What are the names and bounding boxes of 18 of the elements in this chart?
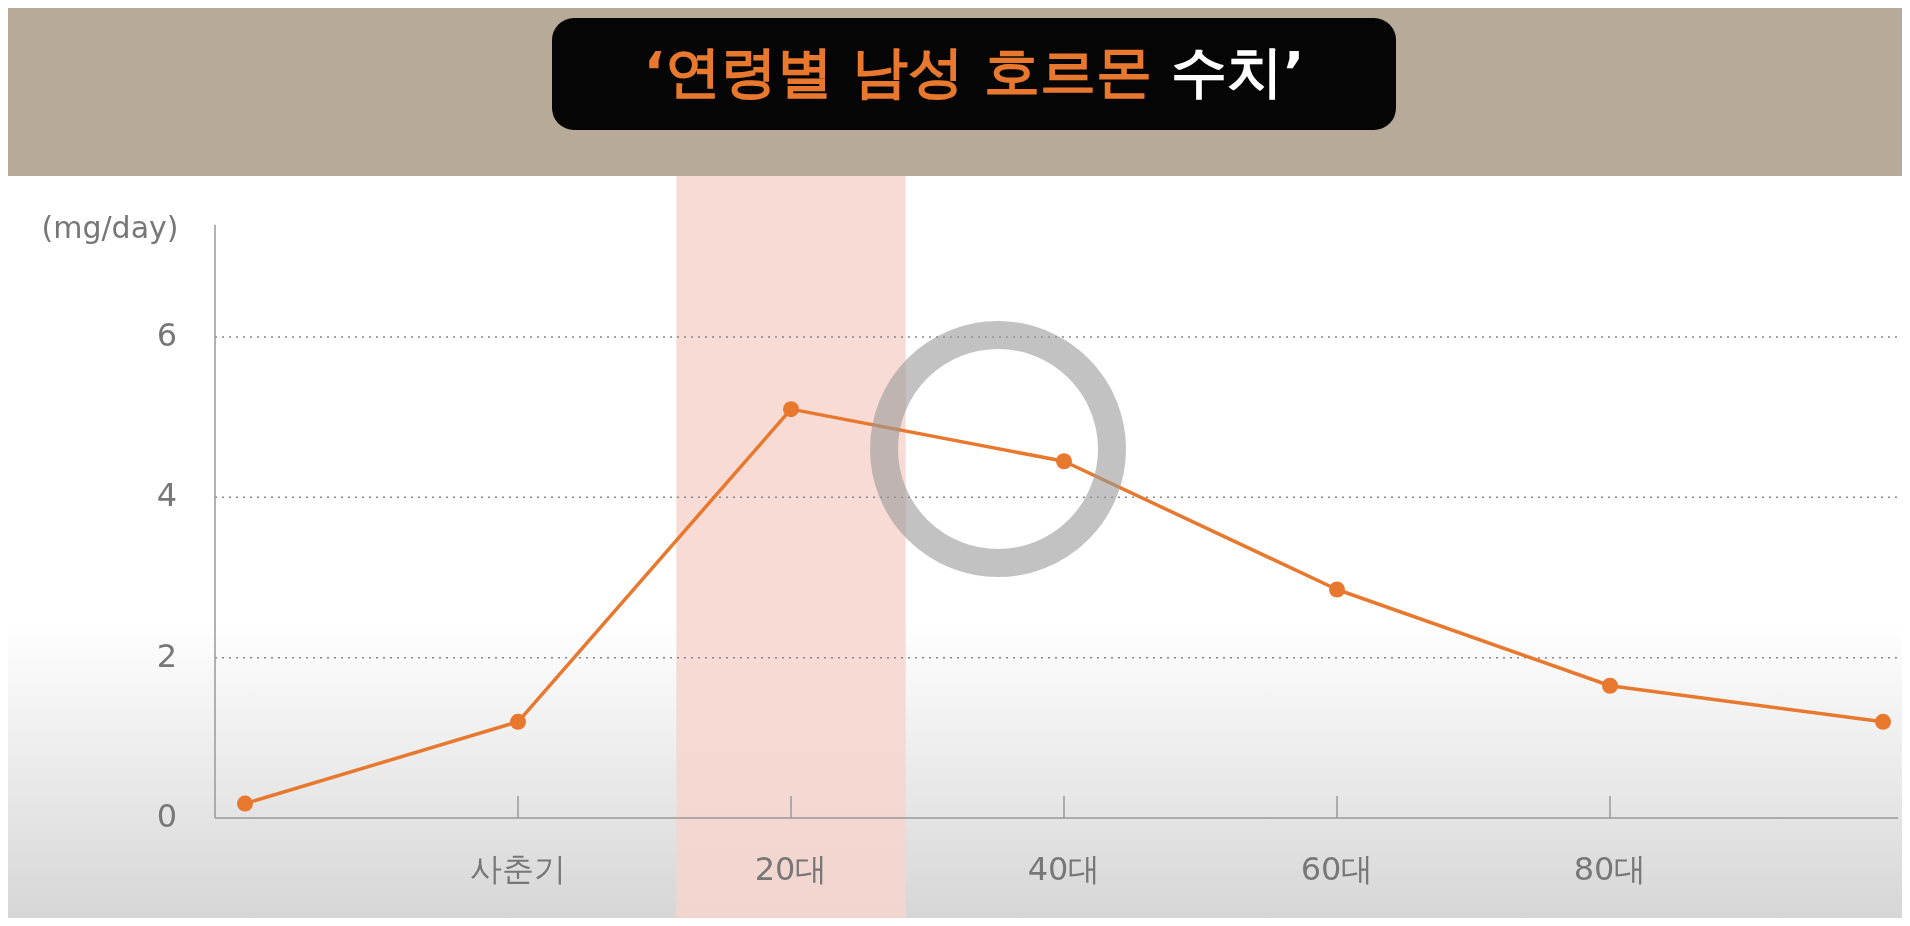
x-tick-label: 사춘기 [470, 850, 566, 888]
y-axis-title: (mg/day) [41, 210, 179, 245]
x-tick-label: 60대 [1300, 850, 1374, 888]
x-tick-label: 40대 [1027, 850, 1101, 888]
point [1329, 581, 1345, 598]
point [1602, 677, 1618, 694]
chart-title: ‘연령별 남성 호르몬 수치’ [643, 39, 1305, 105]
x-tick-label: 20대 [754, 850, 828, 888]
y-tick-label: 6 [156, 316, 178, 354]
point [1875, 713, 1891, 730]
point [510, 713, 526, 730]
point [783, 401, 799, 418]
y-tick-label: 4 [156, 476, 178, 515]
x-tick-label: 80대 [1573, 850, 1647, 888]
y-tick-label: 2 [156, 636, 178, 675]
point [1056, 453, 1072, 470]
point [237, 795, 253, 812]
y-tick-label: 0 [156, 797, 178, 835]
